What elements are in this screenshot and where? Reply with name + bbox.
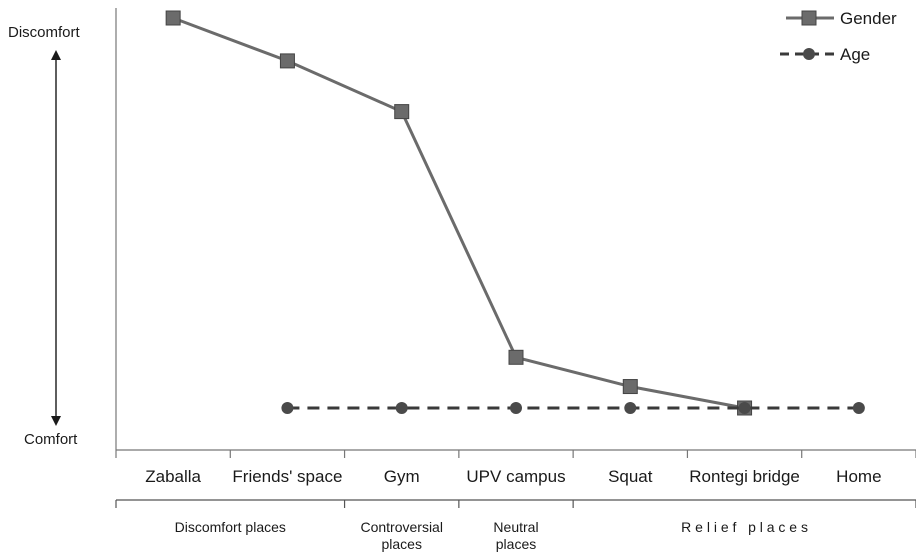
legend-item-gender: Gender xyxy=(786,9,897,28)
x-tick-label: Home xyxy=(836,467,881,486)
group-labels: Discomfort places Controversial places Neut… xyxy=(175,519,808,552)
legend-label-gender: Gender xyxy=(840,9,897,28)
legend-circle-marker xyxy=(803,48,815,60)
y-bottom-label: Comfort xyxy=(24,431,78,448)
legend: Gender Age xyxy=(780,9,897,64)
x-tick-label: Rontegi bridge xyxy=(689,467,800,486)
group-ticks xyxy=(115,500,916,508)
data-point-circle xyxy=(624,402,637,414)
data-point-circle xyxy=(738,402,751,414)
legend-square-marker xyxy=(801,10,817,26)
data-point-square xyxy=(622,379,638,395)
group-label: Controversial places xyxy=(360,519,442,552)
series-layer xyxy=(165,10,865,416)
x-axis-ticks xyxy=(115,450,916,458)
series-line xyxy=(172,16,745,410)
data-point-circle xyxy=(510,402,522,414)
legend-item-age: Age xyxy=(780,45,870,64)
data-point-square xyxy=(279,53,295,69)
x-axis-labels: Zaballa Friends' space Gym UPV campus Squat R… xyxy=(145,467,881,486)
x-tick-label: Gym xyxy=(384,467,420,486)
data-point-square xyxy=(508,349,524,365)
x-tick-label: Squat xyxy=(608,467,653,486)
series-gender xyxy=(165,10,753,416)
y-top-label: Discomfort xyxy=(8,24,81,41)
group-label: Discomfort places xyxy=(175,519,286,535)
x-tick-label: Zaballa xyxy=(145,467,201,486)
x-tick-label: Friends' space xyxy=(232,467,342,486)
data-point-square xyxy=(394,104,410,120)
legend-label-age: Age xyxy=(840,45,870,64)
data-point-square xyxy=(165,10,181,26)
data-point-circle xyxy=(852,402,865,414)
data-point-circle xyxy=(281,402,294,414)
group-label: R e l i e f p l a c e s xyxy=(681,519,808,535)
series-age xyxy=(281,402,865,414)
x-tick-label: UPV campus xyxy=(466,467,565,486)
data-point-circle xyxy=(395,402,408,414)
group-label: Neutral places xyxy=(493,519,538,552)
comfort-arrow xyxy=(51,50,61,426)
